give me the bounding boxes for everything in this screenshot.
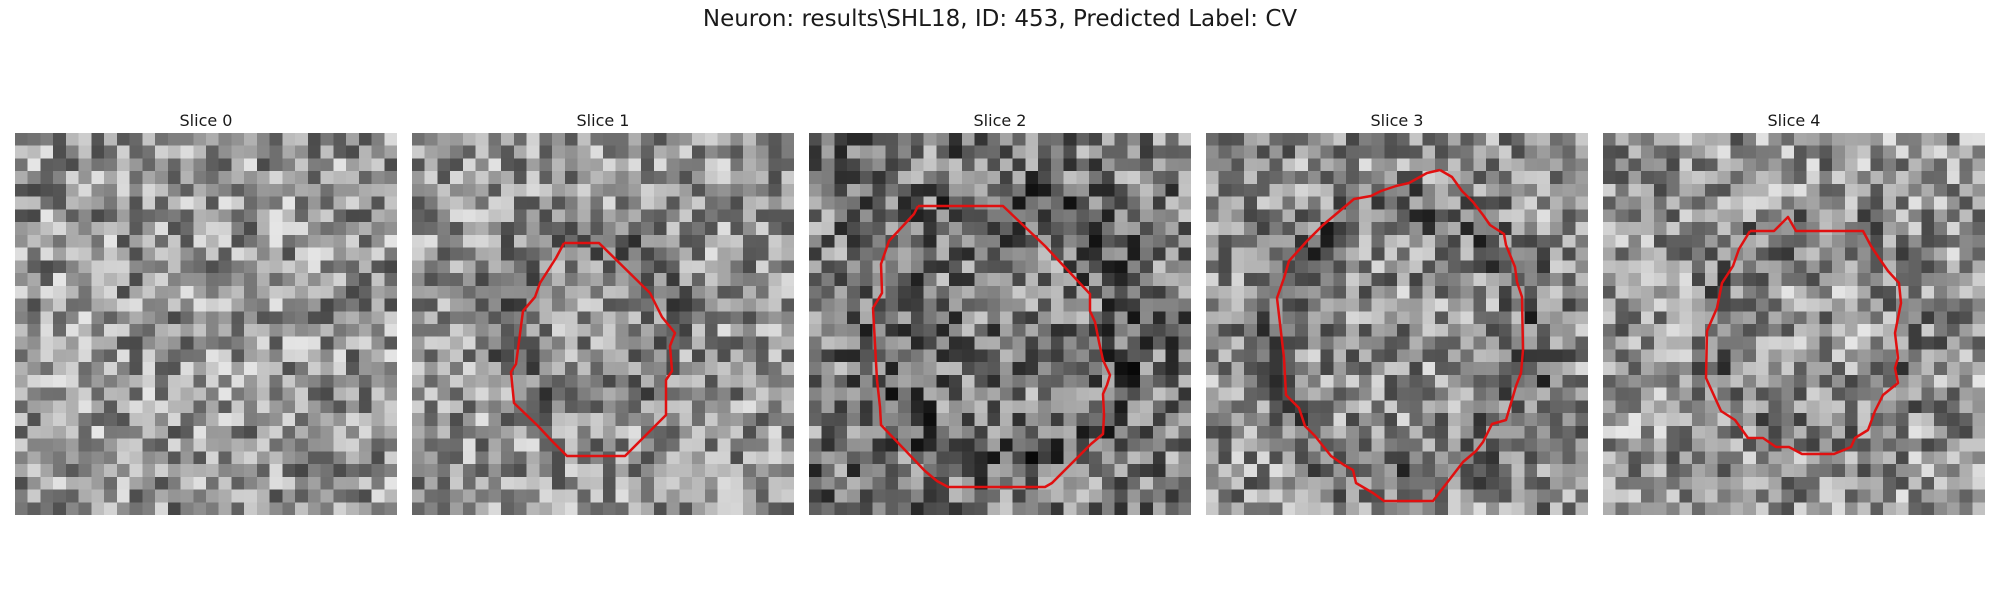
slice-panel-0 (15, 133, 397, 515)
slice-title-4: Slice 4 (1767, 111, 1821, 130)
slice-title-1: Slice 1 (576, 111, 630, 130)
slice-image-3 (1206, 133, 1588, 515)
slice-title-3: Slice 3 (1370, 111, 1424, 130)
slice-title-0: Slice 0 (179, 111, 233, 130)
slice-contour-3 (1275, 168, 1525, 503)
slice-panel-3 (1206, 133, 1588, 515)
contour-line (871, 204, 1112, 489)
figure-title: Neuron: results\SHL18, ID: 453, Predicte… (702, 6, 1298, 32)
slice-panel-1 (412, 133, 794, 515)
contour-line (509, 241, 677, 458)
slice-image-4 (1603, 133, 1985, 515)
slice-contour-2 (871, 204, 1112, 489)
slice-contour-1 (509, 241, 677, 458)
slice-image-0 (15, 133, 397, 515)
slice-panel-2 (809, 133, 1191, 515)
contour-line (1275, 168, 1525, 503)
slice-panel-4 (1603, 133, 1985, 515)
contour-line (1704, 215, 1903, 456)
slice-image-1 (412, 133, 794, 515)
slice-title-2: Slice 2 (973, 111, 1027, 130)
slice-contour-0 (15, 133, 397, 515)
slice-contour-4 (1704, 215, 1903, 456)
